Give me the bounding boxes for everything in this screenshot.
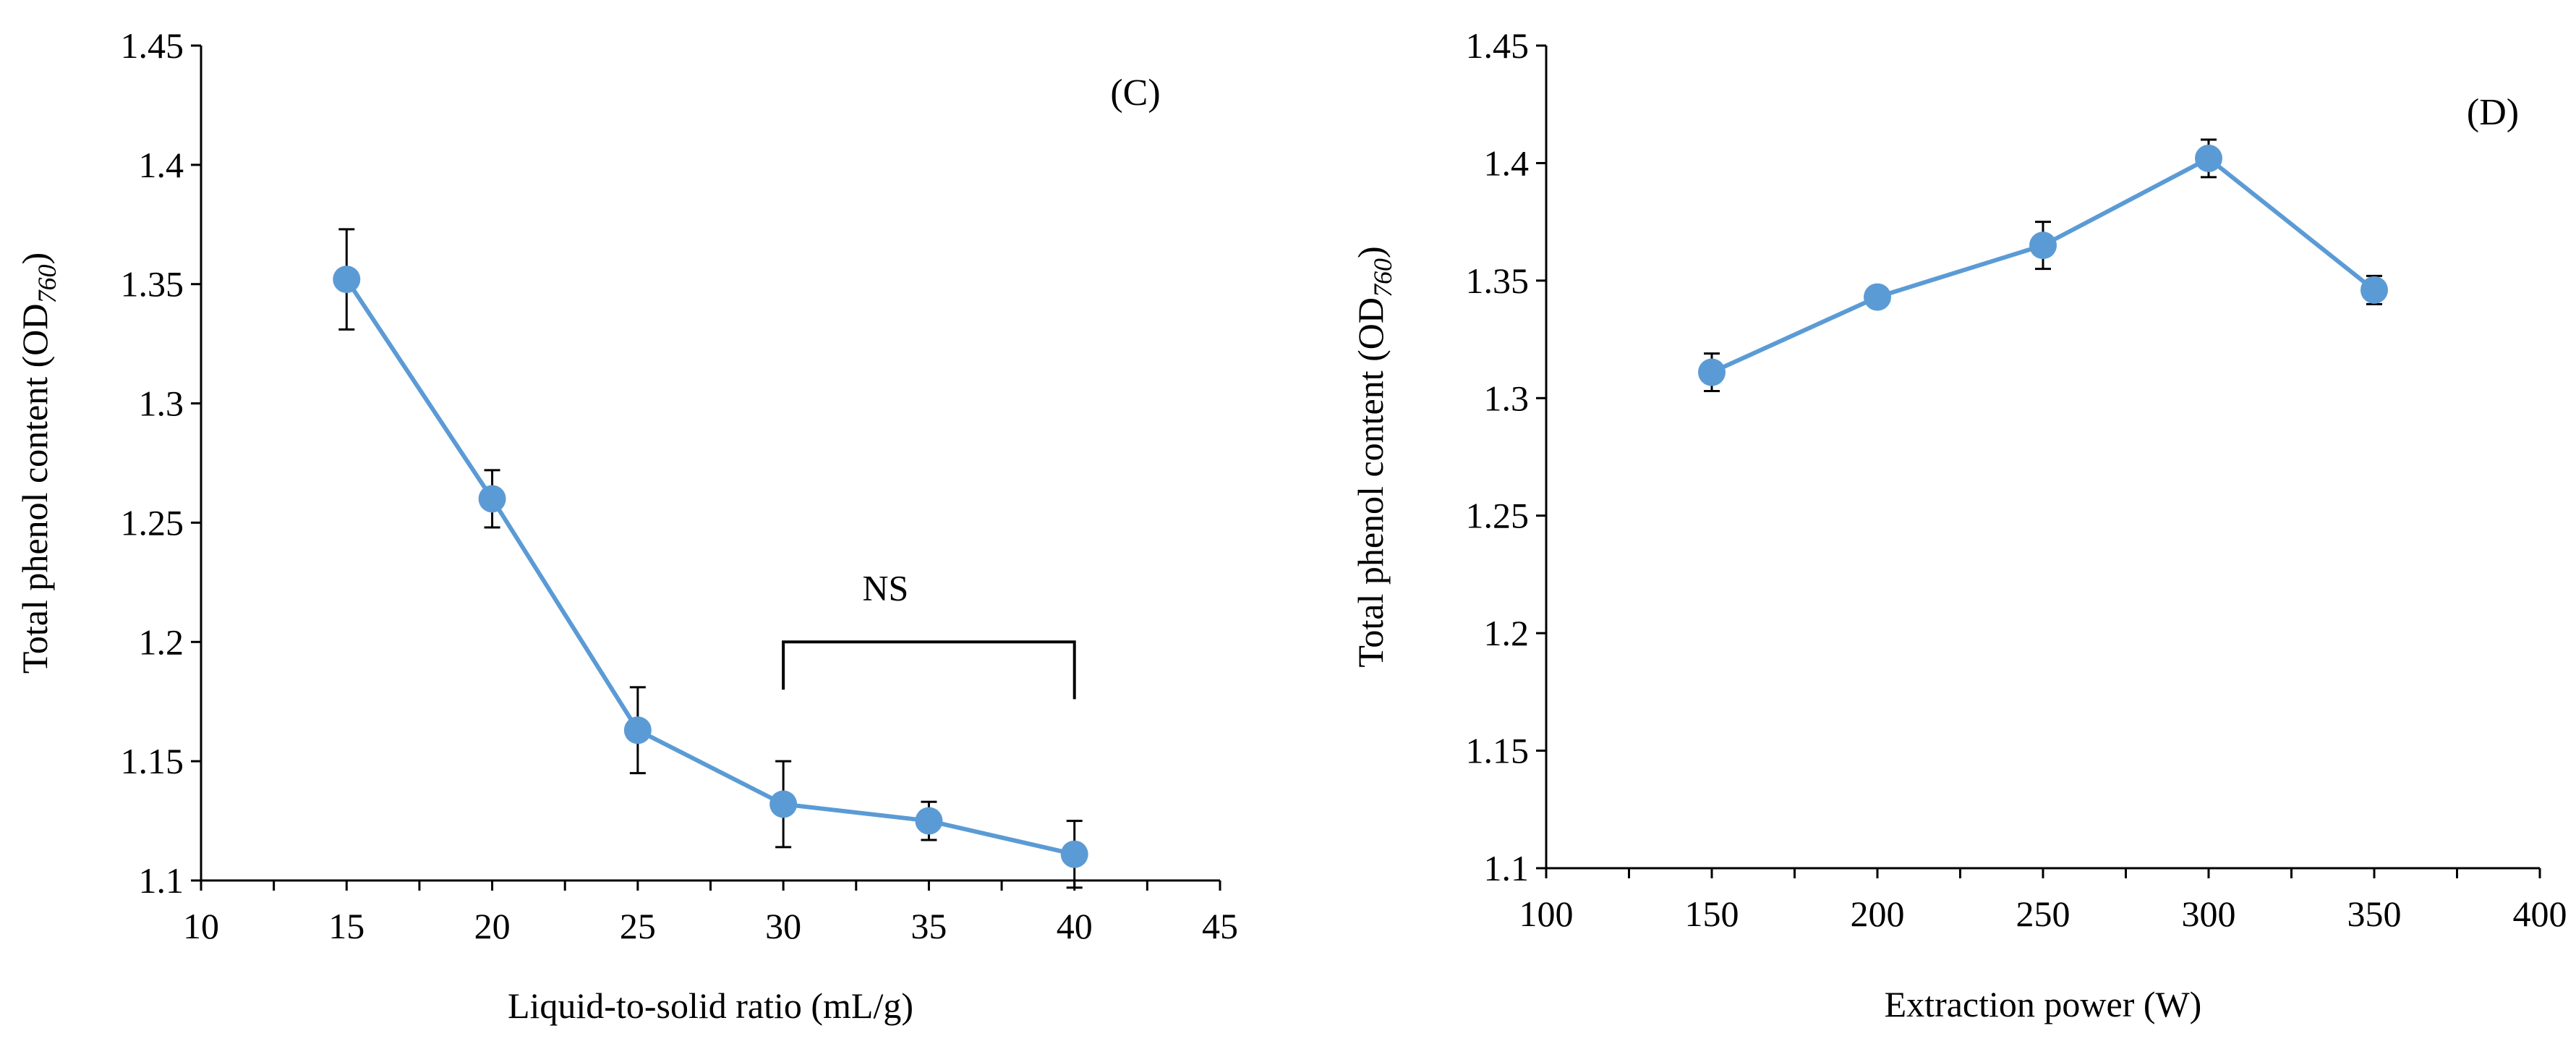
y-axis-title-main: Total phenol content (OD (1350, 297, 1391, 668)
data-point (478, 485, 506, 513)
x-tick-label: 15 (328, 906, 364, 946)
y-tick-label: 1.2 (1484, 613, 1530, 653)
x-tick-label: 35 (910, 906, 947, 946)
y-tick-label: 1.4 (139, 145, 184, 185)
x-tick-label: 45 (1202, 906, 1238, 946)
y-tick-label: 1.2 (139, 621, 184, 662)
x-tick-label: 150 (1685, 894, 1739, 934)
y-axis-title: Total phenol content (OD760) (14, 252, 61, 674)
panel-label: (D) (2467, 92, 2519, 133)
y-tick-label: 1.15 (121, 741, 184, 781)
y-tick-label: 1.3 (1484, 378, 1530, 418)
y-tick-label: 1.3 (139, 383, 184, 424)
data-point (915, 807, 943, 835)
y-axis-title: Total phenol content (OD760) (1350, 246, 1397, 667)
y-axis-title-subscript: 760 (33, 265, 61, 304)
x-tick-label: 10 (183, 906, 219, 946)
x-tick-label: 200 (1851, 894, 1905, 934)
y-tick-label: 1.4 (1484, 143, 1530, 183)
y-axis-title-main: Total phenol content (OD (14, 304, 55, 674)
ns-bracket (782, 640, 1076, 700)
data-point (2360, 276, 2388, 304)
panel-label: (C) (1110, 72, 1160, 114)
x-tick-label: 40 (1057, 906, 1093, 946)
data-point (1864, 283, 1891, 311)
series-line (344, 278, 1075, 857)
data-point (769, 790, 798, 818)
y-tick-label: 1.45 (1466, 25, 1530, 66)
x-tick-label: 30 (765, 906, 801, 946)
x-tick-label: 350 (2347, 894, 2402, 934)
x-tick-label: 400 (2513, 894, 2567, 934)
data-point (333, 266, 361, 294)
y-tick-label: 1.1 (139, 860, 184, 901)
y-tick-label: 1.45 (121, 25, 184, 66)
ns-label: NS (862, 567, 908, 608)
data-point (2029, 232, 2057, 260)
y-axis-title-subscript: 760 (1368, 258, 1397, 297)
panel-d-chart: 1.1 1.15 1.2 1.25 1.3 1.35 1.4 1.45 100 150 200 250… (1350, 25, 2567, 1024)
x-tick-label: 100 (1519, 894, 1574, 934)
y-tick-label: 1.25 (121, 502, 184, 543)
panel-c-chart: 1.1 1.15 1.2 1.25 1.3 1.35 1.4 1.45 10 15 20 25 30 35… (14, 25, 1238, 1026)
x-tick-label: 250 (2016, 894, 2070, 934)
x-axis-title: Extraction power (W) (1885, 984, 2202, 1024)
data-point (2195, 144, 2222, 172)
y-tick-label: 1.1 (1484, 848, 1530, 888)
y-tick-label: 1.35 (121, 264, 184, 305)
y-tick-label: 1.25 (1466, 496, 1530, 536)
y-tick-label: 1.35 (1466, 260, 1530, 301)
data-point (1060, 840, 1088, 868)
data-point (623, 716, 652, 744)
x-tick-label: 300 (2182, 894, 2236, 934)
x-tick-label: 25 (620, 906, 656, 946)
x-axis-title: Liquid-to-solid ratio (mL/g) (508, 985, 913, 1026)
data-point (1698, 358, 1726, 386)
y-axis-title-close: ) (1350, 246, 1391, 258)
y-tick-label: 1.15 (1466, 731, 1530, 771)
y-axis-title-close: ) (14, 252, 55, 265)
x-tick-label: 20 (474, 906, 511, 946)
